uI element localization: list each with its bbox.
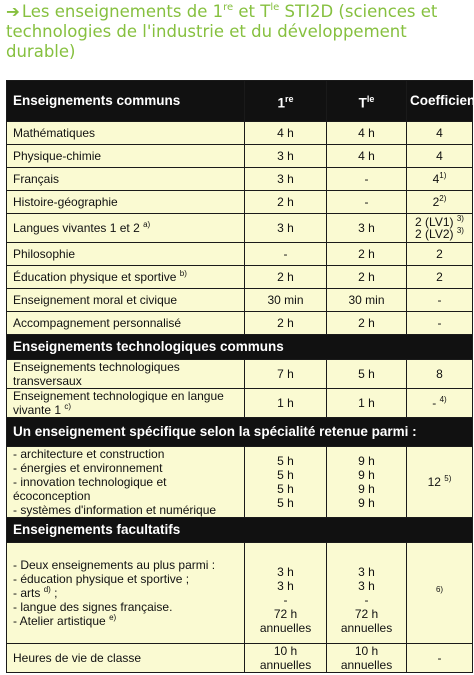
hours-first: 30 min xyxy=(244,288,327,312)
hours-terminal: 30 min xyxy=(326,288,407,312)
coefficient: - 4) xyxy=(406,388,473,418)
subject-name: Mathématiques xyxy=(6,121,245,145)
subject-name: Physique-chimie xyxy=(6,144,245,168)
hours-first: 2 h xyxy=(244,190,327,214)
table-row: - architecture et construction - énergie… xyxy=(6,446,473,518)
coefficient: 41) xyxy=(406,167,473,191)
hours-first: - xyxy=(244,242,327,266)
coefficient: 4 xyxy=(406,144,473,168)
subject-name: Heures de vie de classe xyxy=(6,643,245,673)
coefficient: 12 5) xyxy=(406,446,473,518)
table-row: Enseignement technologique en langue viv… xyxy=(6,388,473,418)
optional-list: - Deux enseignements au plus parmi : - é… xyxy=(6,542,245,644)
subject-name: Accompagnement personnalisé xyxy=(6,311,245,335)
coefficient: 2 xyxy=(406,242,473,266)
hours-terminal: 5 h xyxy=(326,359,407,389)
table-header: Enseignements communs 1re Tle Coefficien… xyxy=(6,80,474,122)
table-row: Heures de vie de classe 10 h annuelles 1… xyxy=(6,643,473,673)
hours-first: 2 h xyxy=(244,265,327,289)
coefficient: - xyxy=(406,643,473,673)
subject-name: Français xyxy=(6,167,245,191)
hours-terminal: 4 h xyxy=(326,121,407,145)
table-row: Éducation physique et sportive b) 2 h 2 … xyxy=(6,265,473,289)
table-row: Philosophie - 2 h 2 xyxy=(6,242,473,266)
subject-name: Histoire-géographie xyxy=(6,190,245,214)
table-row: Langues vivantes 1 et 2 a) 3 h 3 h 2 (LV… xyxy=(6,213,473,243)
section-title-technological: Enseignements technologiques communs xyxy=(6,334,473,360)
header-terminale: Tle xyxy=(326,80,407,122)
hours-first: 2 h xyxy=(244,311,327,335)
table-row: Histoire-géographie 2 h - 22) xyxy=(6,190,473,214)
hours-first: 1 h xyxy=(244,388,327,418)
table-row: Accompagnement personnalisé 2 h 2 h - xyxy=(6,311,473,335)
hours-first: 4 h xyxy=(244,121,327,145)
hours-terminal: 10 h annuelles xyxy=(326,643,407,673)
table-row: Physique-chimie 3 h 4 h 4 xyxy=(6,144,473,168)
hours-terminal: 2 h xyxy=(326,265,407,289)
header-coefficient: Coefficient xyxy=(406,80,474,122)
table-row: Français 3 h - 41) xyxy=(6,167,473,191)
table-row: Mathématiques 4 h 4 h 4 xyxy=(6,121,473,145)
coefficient: 8 xyxy=(406,359,473,389)
coefficient: - xyxy=(406,311,473,335)
header-premiere: 1re xyxy=(244,80,327,122)
hours-first: 3 h xyxy=(244,167,327,191)
hours-terminal: 2 h xyxy=(326,311,407,335)
table-row: - Deux enseignements au plus parmi : - é… xyxy=(6,542,473,644)
coefficient: 6) xyxy=(406,542,473,644)
subject-name: Philosophie xyxy=(6,242,245,266)
arrow-right-icon: ➔ xyxy=(6,2,20,21)
specialty-list: - architecture et construction - énergie… xyxy=(6,446,245,518)
subject-name: Enseignement technologique en langue viv… xyxy=(6,388,245,418)
table-row: Enseignements technologiques transversau… xyxy=(6,359,473,389)
section-title-optional: Enseignements facultatifs xyxy=(6,517,473,543)
section-header: Un enseignement spécifique selon la spéc… xyxy=(6,417,473,447)
header-common: Enseignements communs xyxy=(6,80,245,122)
hours-terminal: - xyxy=(326,190,407,214)
hours-terminal: 1 h xyxy=(326,388,407,418)
coefficient: 22) xyxy=(406,190,473,214)
section-header: Enseignements facultatifs xyxy=(6,517,473,543)
subject-name: Éducation physique et sportive b) xyxy=(6,265,245,289)
subject-name: Langues vivantes 1 et 2 a) xyxy=(6,213,245,243)
coefficient: 2 xyxy=(406,265,473,289)
courses-table: Enseignements communs 1re Tle Coefficien… xyxy=(6,80,474,673)
hours-terminal: 3 h xyxy=(326,213,407,243)
coefficient: 4 xyxy=(406,121,473,145)
hours-terminal: 4 h xyxy=(326,144,407,168)
section-title-specialty: Un enseignement spécifique selon la spéc… xyxy=(6,417,473,447)
page-title: ➔ Les enseignements de 1re et Tle STI2D (… xyxy=(6,1,438,61)
hours-terminal: 2 h xyxy=(326,242,407,266)
hours-first: 3 h xyxy=(244,213,327,243)
subject-name: Enseignements technologiques transversau… xyxy=(6,359,245,389)
coefficient: - xyxy=(406,288,473,312)
hours-first: 10 h annuelles xyxy=(244,643,327,673)
section-header: Enseignements technologiques communs xyxy=(6,334,473,360)
hours-first: 7 h xyxy=(244,359,327,389)
hours-first: 3 h xyxy=(244,144,327,168)
subject-name: Enseignement moral et civique xyxy=(6,288,245,312)
table-row: Enseignement moral et civique 30 min 30 … xyxy=(6,288,473,312)
hours-terminal: - xyxy=(326,167,407,191)
coefficient: 2 (LV1) 3) 2 (LV2) 3) xyxy=(406,213,473,243)
